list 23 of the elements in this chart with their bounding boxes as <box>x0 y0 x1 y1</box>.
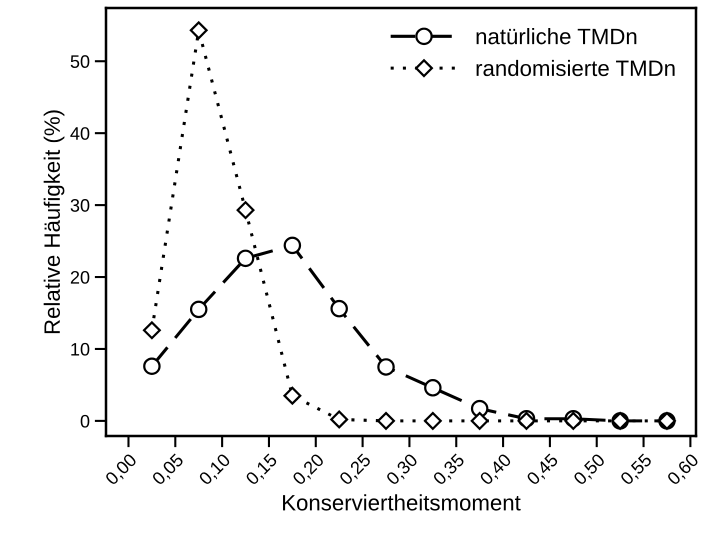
x-tick-label: 0,60 <box>666 452 701 488</box>
x-tick-label: 0,00 <box>104 452 139 488</box>
x-tick-label: 0,20 <box>292 452 326 488</box>
x-tick-label: 0,50 <box>572 452 608 488</box>
y-tick-label: 50 <box>70 55 90 68</box>
y-tick-label: 10 <box>71 342 90 356</box>
x-tick-label: 0,55 <box>620 452 654 488</box>
x-tick-label: 0,35 <box>432 452 467 488</box>
x-tick-label: 0,15 <box>244 452 280 488</box>
y-tick-label: 0 <box>80 414 90 428</box>
y-tick-label: 20 <box>70 270 90 284</box>
x-tick-label: 0,05 <box>151 452 186 488</box>
y-tick-label: 40 <box>70 127 90 140</box>
x-axis-title: Konserviertheitsmoment <box>283 494 521 511</box>
x-tick-label: 0,45 <box>526 452 560 488</box>
y-axis-title: Relative Häufigkeit (%) <box>44 110 64 334</box>
legend-label: natürliche TMDn <box>476 28 636 44</box>
y-tick-label: 30 <box>70 199 90 212</box>
legend-label: randomisierte TMDn <box>476 60 675 76</box>
x-tick-label: 0,40 <box>479 452 514 488</box>
x-tick-label: 0,30 <box>385 452 420 488</box>
x-tick-label: 0,10 <box>198 452 233 488</box>
x-tick-label: 0,25 <box>338 452 373 488</box>
